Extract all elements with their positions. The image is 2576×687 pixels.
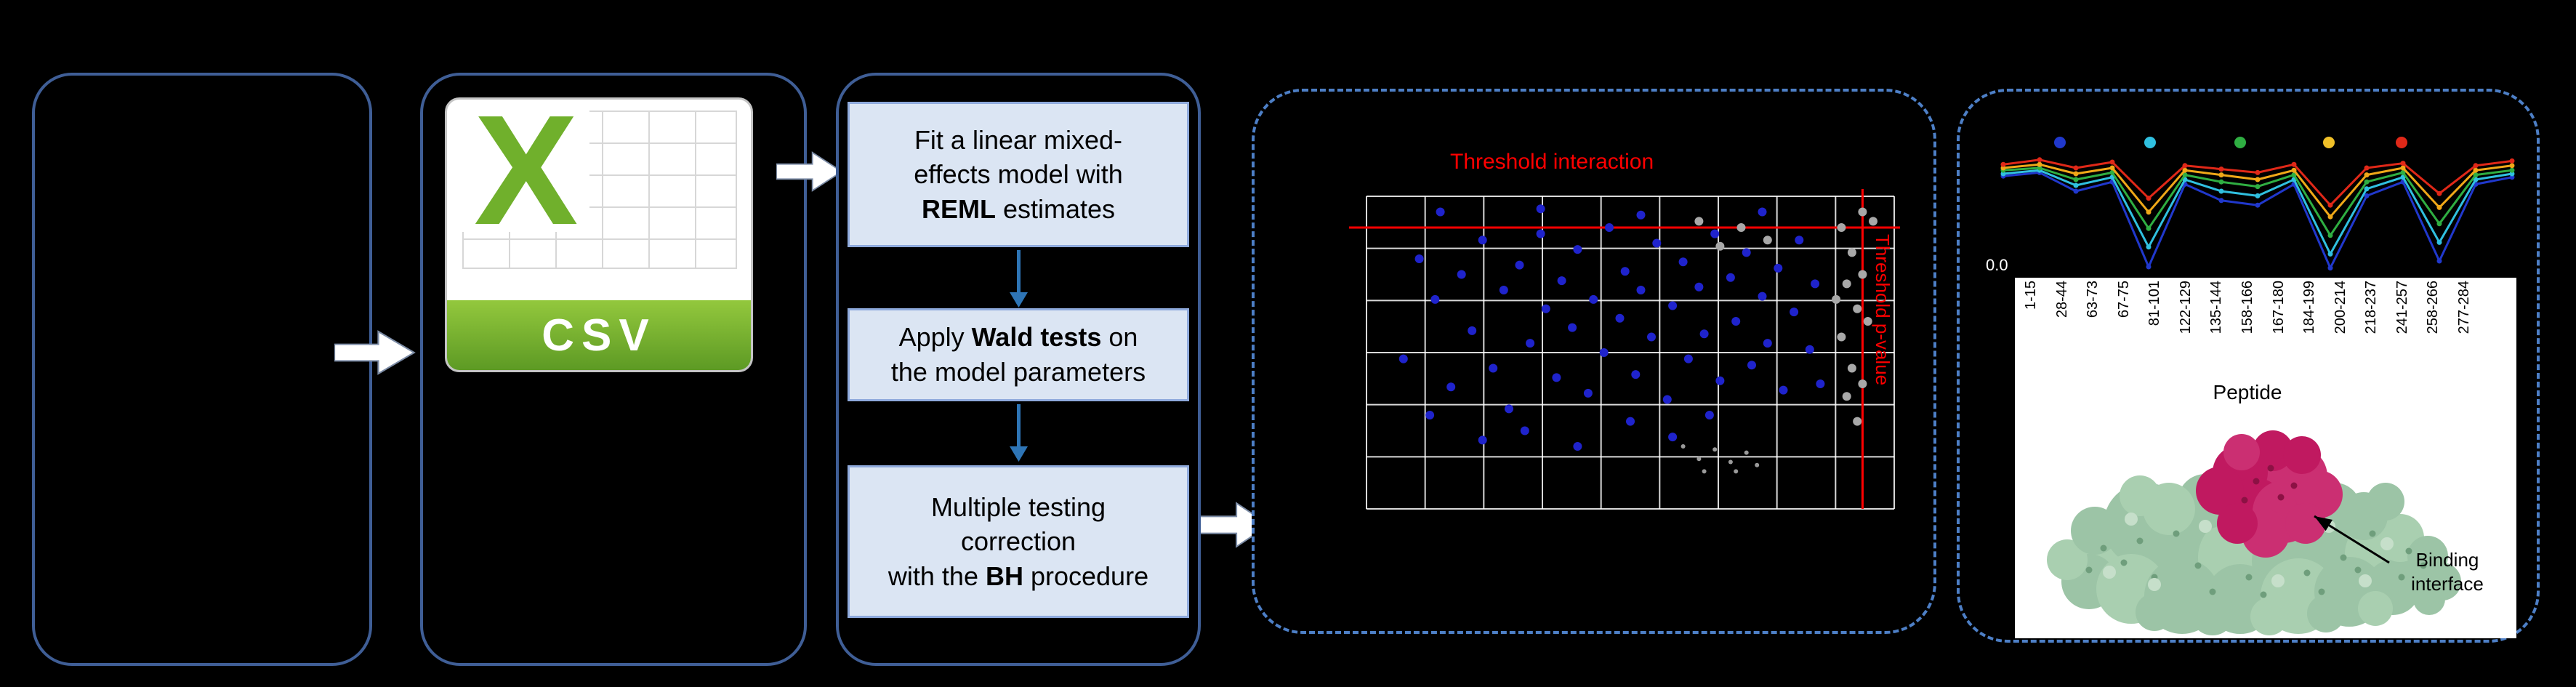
step-fit-mixed-model: Fit a linear mixed- effects model with R… <box>848 102 1189 247</box>
flow-arrow-icon <box>334 330 416 375</box>
peptide-tick-label: 200-214 <box>2332 281 2348 334</box>
peptide-tick-label: 63-73 <box>2085 281 2101 318</box>
peptide-tick-label: 67-75 <box>2115 281 2132 318</box>
excel-x-letter: X <box>473 97 579 257</box>
csv-sheet: X CSV <box>445 97 753 372</box>
protein-structure-image <box>2047 430 2461 635</box>
step-text: Apply Wald tests on the model parameters <box>890 322 1146 387</box>
uptake-line-chart <box>2000 137 2515 271</box>
peptide-tick-label: 1-15 <box>2023 281 2039 310</box>
panel-input <box>32 73 372 666</box>
peptide-axis-labels: 1-15 28-44 63-73 67-75 81-101 122-129 135-144 1… <box>2023 281 2472 379</box>
down-arrow-icon <box>1010 404 1028 462</box>
csv-x-backdrop <box>456 102 590 233</box>
peptide-tick-label: 135-144 <box>2208 281 2225 334</box>
step-multiple-testing-correction: Multiple testing correction with the BH … <box>848 465 1189 618</box>
peptide-axis-title: Peptide <box>2213 381 2282 403</box>
peptide-tick-label: 28-44 <box>2053 281 2070 318</box>
step-wald-tests: Apply Wald tests on the model parameters <box>848 308 1189 401</box>
step-text: Multiple testing correction with the BH … <box>887 491 1149 591</box>
csv-file-icon: X CSV <box>445 97 753 372</box>
csv-banner-label: CSV <box>447 300 751 370</box>
peptide-tick-label: 184-199 <box>2301 281 2318 334</box>
volcano-scatter-plot <box>1349 189 1900 510</box>
peptide-tick-label: 158-166 <box>2239 281 2255 334</box>
peptide-protein-panel: 1-15 28-44 63-73 67-75 81-101 122-129 135-144 1… <box>2015 278 2516 638</box>
peptide-tick-label: 258-266 <box>2425 281 2442 334</box>
peptide-tick-label: 122-129 <box>2177 281 2194 334</box>
flow-arrow-icon <box>776 151 843 192</box>
step-text: Fit a linear mixed- effects model with R… <box>914 124 1123 224</box>
down-arrow-icon <box>1010 250 1028 308</box>
peptide-tick-label: 81-101 <box>2146 281 2163 326</box>
peptide-tick-label: 167-180 <box>2270 281 2287 334</box>
threshold-interaction-label: Threshold interaction <box>1450 150 1654 174</box>
y-axis-tick-label: 0.0 <box>1986 256 2008 274</box>
peptide-tick-label: 241-257 <box>2394 281 2410 334</box>
binding-interface-label: Binding interface <box>2411 549 2484 595</box>
threshold-pvalue-label: Threshold p-value <box>1872 234 1893 386</box>
peptide-tick-label: 277-284 <box>2455 281 2472 334</box>
peptide-tick-label: 218-237 <box>2363 281 2380 334</box>
